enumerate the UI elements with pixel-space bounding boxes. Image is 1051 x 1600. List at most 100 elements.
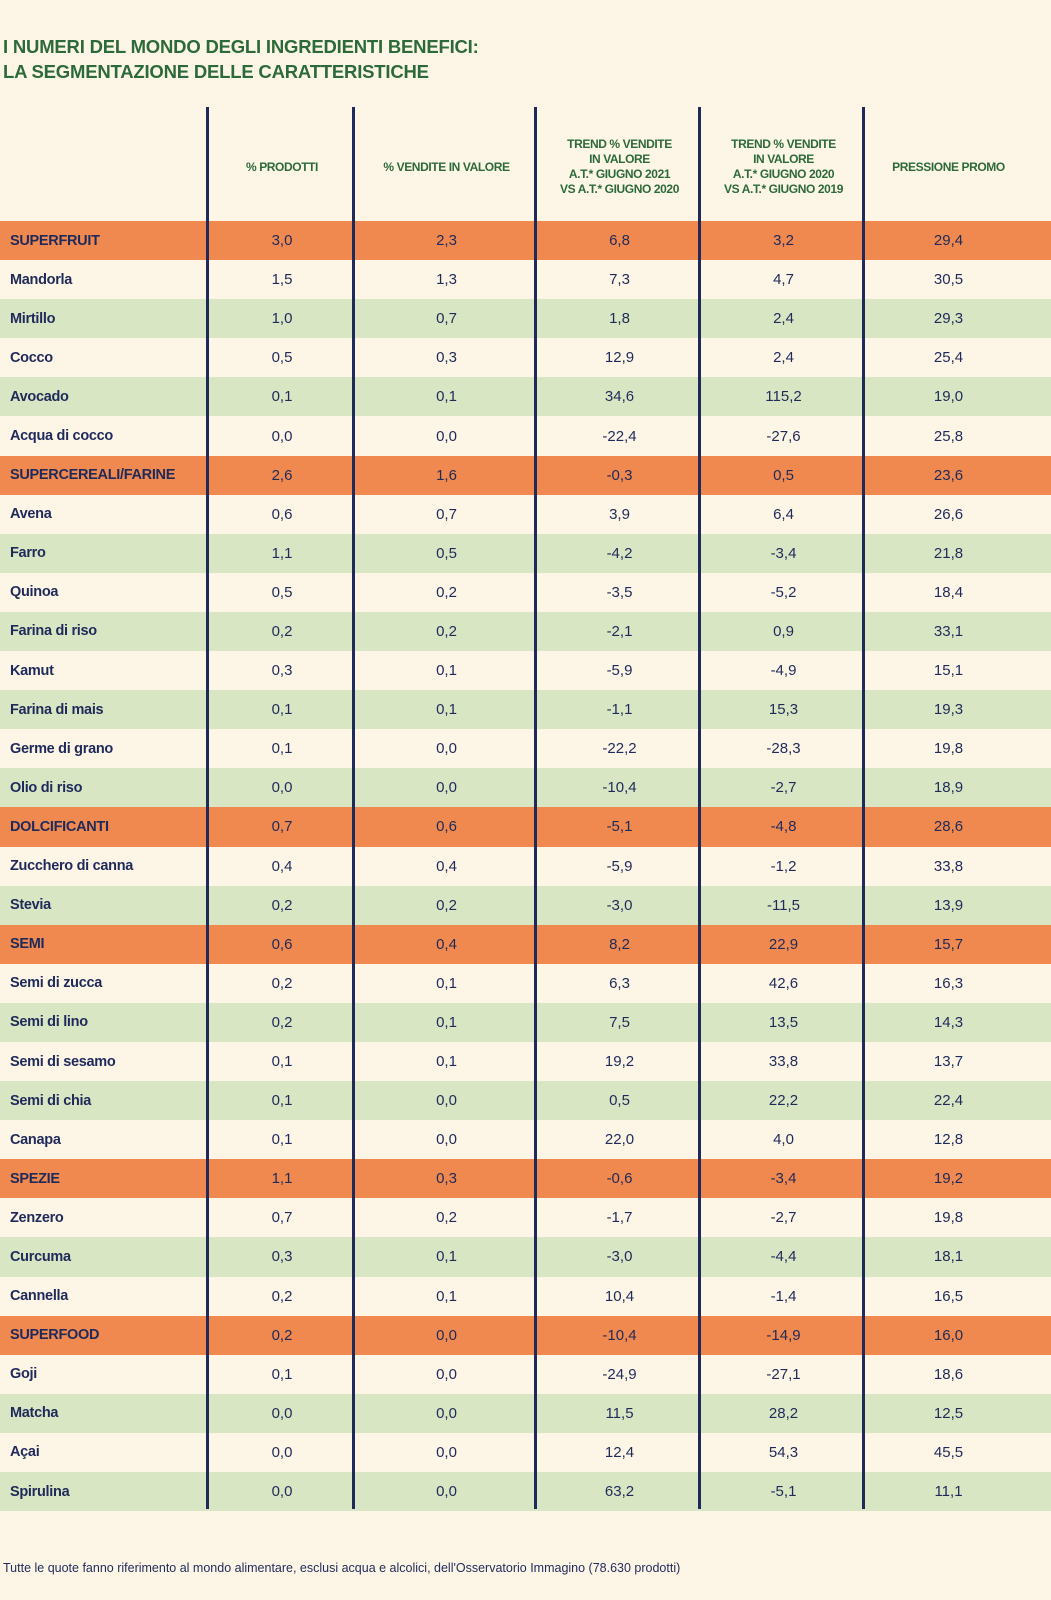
cell-trend-2021: 63,2: [604, 1483, 635, 1501]
table-row: Avocado 0,1 0,1 34,6 115,2 19,0: [0, 377, 1051, 417]
table-row: Farina di mais 0,1 0,1 -1,1 15,3 19,3: [0, 690, 1051, 730]
cell-perc-prodotti: 0,2: [271, 974, 293, 992]
cell-pressione-promo: 13,7: [933, 1053, 964, 1071]
cell-perc-vendite: 0,1: [436, 974, 457, 992]
cell-trend-2021: 11,5: [605, 1404, 634, 1422]
table-row: Stevia 0,2 0,2 -3,0 -11,5 13,9: [0, 885, 1051, 925]
cell-trend-2021: 19,2: [604, 1053, 635, 1071]
cell-pressione-promo: 19,8: [933, 740, 964, 758]
cell-trend-2021: 12,4: [604, 1443, 635, 1461]
title-line-1: I NUMERI DEL MONDO DEGLI INGREDIENTI BEN…: [3, 36, 479, 57]
cell-pressione-promo: 16,0: [933, 1326, 964, 1344]
table-row: Canapa 0,1 0,0 22,0 4,0 12,8: [0, 1120, 1051, 1160]
cell-trend-2020: 22,2: [768, 1092, 799, 1110]
cell-trend-2021: -5,1: [606, 818, 633, 836]
cell-perc-vendite: 0,1: [436, 701, 457, 719]
cell-label: SUPERFRUIT: [10, 232, 100, 249]
cell-pressione-promo: 11,1: [934, 1483, 963, 1501]
cell-perc-prodotti: 1,1: [271, 544, 293, 562]
cell-label: Curcuma: [10, 1248, 71, 1265]
table-row: Curcuma 0,3 0,1 -3,0 -4,4 18,1: [0, 1237, 1051, 1277]
cell-perc-vendite: 0,2: [436, 583, 457, 601]
cell-trend-2020: 42,6: [768, 974, 799, 992]
cell-perc-prodotti: 0,0: [271, 779, 293, 797]
cell-pressione-promo: 19,8: [933, 1209, 964, 1227]
cell-trend-2020: -2,7: [770, 1209, 797, 1227]
cell-trend-2020: -4,9: [770, 662, 797, 680]
page-title: I NUMERI DEL MONDO DEGLI INGREDIENTI BEN…: [3, 34, 479, 84]
cell-perc-vendite: 0,0: [436, 740, 457, 758]
cell-pressione-promo: 18,9: [933, 779, 964, 797]
cell-pressione-promo: 30,5: [933, 271, 964, 289]
cell-pressione-promo: 18,1: [933, 1248, 964, 1266]
cell-trend-2020: -27,6: [766, 427, 801, 445]
cell-label: Quinoa: [10, 584, 59, 601]
table-row: Mirtillo 1,0 0,7 1,8 2,4 29,3: [0, 299, 1051, 339]
cell-label: Spirulina: [10, 1483, 70, 1500]
column-divider: [206, 107, 209, 1509]
cell-trend-2020: 13,5: [768, 1013, 799, 1031]
cell-pressione-promo: 19,2: [933, 1170, 964, 1188]
header-pressione-promo: PRESSIONE PROMO: [892, 159, 1005, 174]
cell-perc-prodotti: 0,2: [271, 622, 293, 640]
cell-perc-prodotti: 0,1: [271, 1131, 293, 1149]
table-row: Zenzero 0,7 0,2 -1,7 -2,7 19,8: [0, 1198, 1051, 1238]
cell-trend-2020: 4,0: [773, 1131, 794, 1149]
cell-perc-vendite: 0,0: [436, 1092, 457, 1110]
cell-label: Olio di riso: [10, 779, 83, 796]
footnote: Tutte le quote fanno riferimento al mond…: [3, 1561, 681, 1575]
cell-pressione-promo: 21,8: [933, 544, 964, 562]
cell-label: Matcha: [10, 1405, 59, 1422]
cell-perc-vendite: 1,3: [436, 271, 457, 289]
cell-perc-vendite: 2,3: [436, 232, 457, 250]
cell-pressione-promo: 12,5: [933, 1404, 964, 1422]
table-row: Matcha 0,0 0,0 11,5 28,2 12,5: [0, 1393, 1051, 1433]
cell-trend-2021: -1,7: [606, 1209, 633, 1227]
cell-pressione-promo: 19,0: [933, 388, 964, 406]
table-row: Mandorla 1,5 1,3 7,3 4,7 30,5: [0, 260, 1051, 300]
cell-trend-2021: -0,3: [606, 466, 633, 484]
cell-perc-prodotti: 2,6: [271, 466, 293, 484]
cell-trend-2021: -0,6: [606, 1170, 633, 1188]
table-row: Zucchero di canna 0,4 0,4 -5,9 -1,2 33,8: [0, 846, 1051, 886]
cell-label: Canapa: [10, 1131, 61, 1148]
cell-trend-2020: -2,7: [770, 779, 797, 797]
cell-pressione-promo: 25,8: [933, 427, 964, 445]
cell-pressione-promo: 25,4: [933, 349, 964, 367]
cell-trend-2020: -28,3: [766, 740, 801, 758]
table-row: Cannella 0,2 0,1 10,4 -1,4 16,5: [0, 1276, 1051, 1316]
cell-label: Avocado: [10, 388, 69, 405]
cell-trend-2020: -5,2: [770, 583, 797, 601]
table-row: Semi di zucca 0,2 0,1 6,3 42,6 16,3: [0, 963, 1051, 1003]
header-trend-2020: TREND % VENDITE IN VALORE A.T.* GIUGNO 2…: [724, 137, 843, 196]
cell-label: Avena: [10, 506, 52, 523]
cell-perc-vendite: 0,1: [436, 1287, 457, 1305]
cell-pressione-promo: 29,4: [933, 232, 964, 250]
cell-label: Acqua di cocco: [10, 428, 113, 445]
cell-pressione-promo: 14,3: [933, 1013, 964, 1031]
cell-perc-vendite: 0,1: [436, 662, 457, 680]
cell-label: Semi di zucca: [10, 975, 102, 992]
cell-trend-2021: 12,9: [604, 349, 635, 367]
cell-label: SEMI: [10, 936, 45, 953]
cell-trend-2020: 3,2: [773, 232, 794, 250]
cell-label: Mirtillo: [10, 310, 56, 327]
cell-perc-vendite: 0,0: [436, 427, 457, 445]
cell-trend-2020: -1,4: [770, 1287, 797, 1305]
cell-trend-2020: -3,4: [770, 1170, 797, 1188]
cell-perc-prodotti: 0,7: [271, 818, 293, 836]
cell-trend-2021: 6,3: [609, 974, 630, 992]
cell-trend-2020: 33,8: [768, 1053, 799, 1071]
cell-trend-2020: 115,2: [765, 388, 802, 406]
cell-label: Zucchero di canna: [10, 858, 134, 875]
table-row: Farro 1,1 0,5 -4,2 -3,4 21,8: [0, 533, 1051, 573]
cell-perc-vendite: 0,2: [436, 896, 457, 914]
cell-label: Mandorla: [10, 271, 73, 288]
table-row: Farina di riso 0,2 0,2 -2,1 0,9 33,1: [0, 611, 1051, 652]
cell-trend-2020: -14,9: [766, 1326, 801, 1344]
cell-trend-2020: 54,3: [768, 1443, 799, 1461]
header-perc-prodotti: % PRODOTTI: [245, 159, 318, 174]
cell-perc-prodotti: 0,1: [271, 388, 293, 406]
cell-perc-vendite: 0,1: [436, 1013, 457, 1031]
cell-pressione-promo: 13,9: [933, 896, 964, 914]
